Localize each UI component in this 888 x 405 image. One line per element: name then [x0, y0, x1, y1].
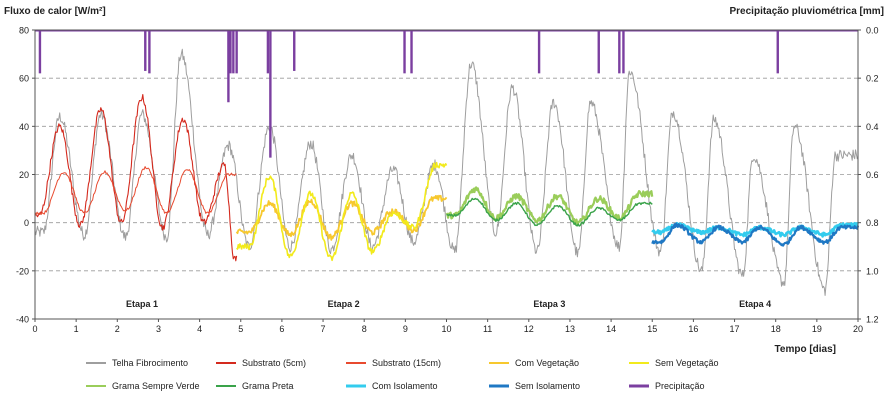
stage-labels: Etapa 1 Etapa 2 Etapa 3 Etapa 4 [126, 299, 771, 309]
precip-bar [148, 30, 151, 74]
x-tick-label: 6 [279, 324, 284, 334]
y2-tick-label: 1.2 [866, 315, 879, 325]
right-axis-label: Precipitação pluviométrica [mm] [730, 6, 885, 17]
x-tick-label: 8 [362, 324, 367, 334]
stage-label: Etapa 4 [739, 299, 771, 309]
x-tick-label: 11 [483, 324, 492, 334]
x-axis-label: Tempo [dias] [775, 344, 836, 355]
y-tick-label: -20 [16, 266, 29, 276]
precip-bar [403, 30, 406, 74]
x-tick-label: 10 [441, 324, 451, 334]
legend-label: Substrato (15cm) [372, 358, 441, 368]
series-line [34, 94, 238, 262]
x-tick-label: 15 [647, 324, 657, 334]
x-tick-label: 12 [524, 324, 534, 334]
y-tick-label: 0 [24, 218, 29, 228]
x-tick-label: 0 [32, 324, 37, 334]
precip-bar [622, 30, 625, 74]
series-line [236, 161, 448, 262]
legend-label: Substrato (5cm) [242, 358, 306, 368]
y2-tick-label: 0.2 [866, 74, 879, 84]
y2-tick-label: 1.0 [866, 266, 879, 276]
series-line [34, 166, 237, 215]
legend-label: Com Vegetação [515, 358, 579, 368]
x-tick-label: 13 [565, 324, 575, 334]
x-tick-label: 14 [606, 324, 616, 334]
x-tick-label: 18 [771, 324, 781, 334]
y-tick-label: 80 [19, 26, 29, 36]
x-tick-label: 5 [238, 324, 243, 334]
x-tick-label: 17 [730, 324, 740, 334]
y-tick-label: 60 [19, 74, 29, 84]
plot-area [34, 29, 860, 296]
series-line [446, 197, 653, 227]
y-tick-label: -40 [16, 315, 29, 325]
legend-label: Telha Fibrocimento [112, 358, 188, 368]
x-tick-label: 1 [74, 324, 79, 334]
x-tick-label: 4 [197, 324, 202, 334]
legend-label: Sem Isolamento [515, 381, 580, 391]
left-axis-label: Fluxo de calor [W/m²] [4, 6, 106, 17]
x-tick-label: 2 [115, 324, 120, 334]
y2-tick-label: 0.8 [866, 218, 879, 228]
stage-label: Etapa 1 [126, 299, 158, 309]
precip-bar [269, 30, 272, 158]
precip-bar [537, 30, 541, 74]
legend: Telha Fibrocimento Substrato (5cm) Substra… [86, 358, 719, 391]
y2-tick-label: 0.4 [866, 122, 879, 132]
legend-label: Grama Preta [242, 381, 294, 391]
series-line [34, 48, 859, 296]
precip-bar [144, 30, 147, 71]
precip-bar [227, 30, 230, 103]
precip-bar [618, 30, 621, 74]
stage-label: Etapa 2 [328, 299, 360, 309]
precip-bar [410, 30, 413, 74]
x-tick-label: 9 [403, 324, 408, 334]
y-tick-label: 40 [19, 122, 29, 132]
x-tick-label: 19 [812, 324, 822, 334]
series-line [651, 222, 860, 247]
legend-label: Com Isolamento [372, 381, 438, 391]
plot-frame [34, 29, 859, 320]
x-tick-label: 16 [688, 324, 698, 334]
precip-bar [232, 30, 235, 74]
precip-bar [235, 30, 238, 74]
legend-label: Grama Sempre Verde [112, 381, 200, 391]
series-line [235, 194, 448, 241]
series-line [445, 186, 654, 226]
stage-label: Etapa 3 [533, 299, 565, 309]
x-tick-label: 20 [853, 324, 863, 334]
legend-label: Sem Vegetação [655, 358, 719, 368]
precip-bar [597, 30, 600, 74]
x-tick-label: 3 [156, 324, 161, 334]
precip-bar [293, 30, 296, 71]
precip-bar [266, 30, 270, 74]
y2-tick-label: 0.0 [866, 26, 879, 36]
legend-label: Precipitação [655, 381, 705, 391]
precip-bar [776, 30, 779, 74]
grid-lines [35, 77, 858, 272]
precip-bar [38, 30, 42, 74]
y2-tick-label: 0.6 [866, 170, 879, 180]
precip-bar [229, 30, 232, 74]
x-tick-label: 7 [321, 324, 326, 334]
y-tick-label: 20 [19, 170, 29, 180]
